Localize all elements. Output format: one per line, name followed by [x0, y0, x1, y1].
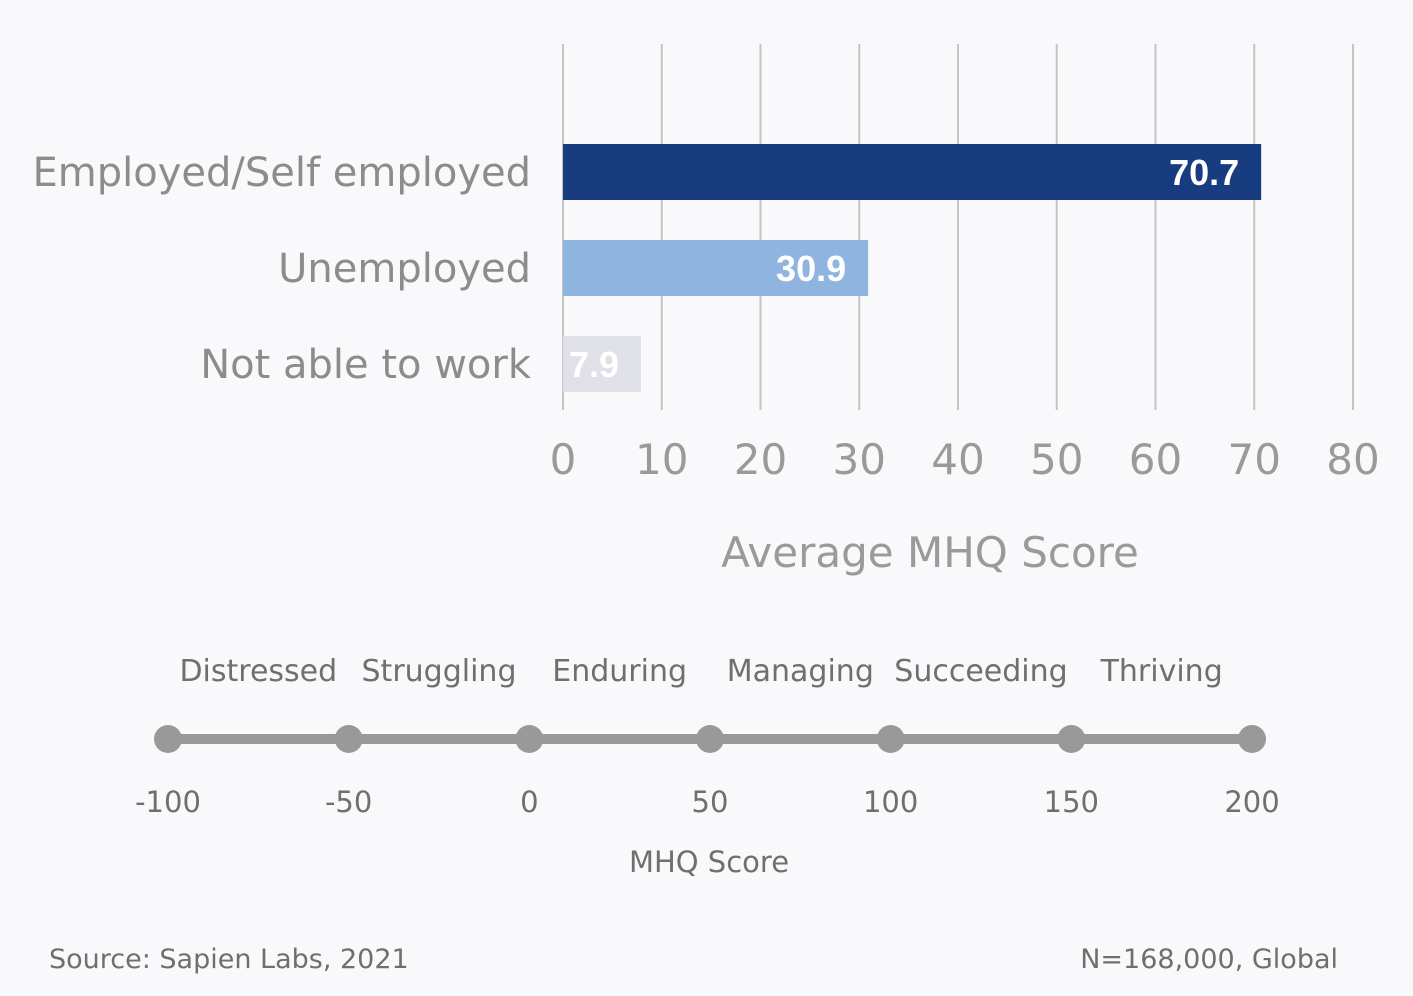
bar-chart-x-axis-title: Average MHQ Score [721, 528, 1139, 577]
x-tick-label-80: 80 [1326, 435, 1379, 484]
x-tick-label-0: 0 [550, 435, 577, 484]
scale-tick-labels: -100 -50 0 50 100 150 200 [135, 785, 1280, 819]
scale-point-5 [1057, 725, 1086, 753]
scale-tick-label-1: -50 [325, 785, 372, 819]
x-tick-label-20: 20 [734, 435, 787, 484]
scale-tick-label-2: 0 [520, 785, 538, 819]
scale-point-0 [154, 725, 182, 753]
bar-data-label-1: 30.9 [776, 248, 846, 289]
x-tick-label-70: 70 [1228, 435, 1281, 484]
scale-band-label-3: Managing [727, 654, 874, 689]
source-note: Source: Sapien Labs, 2021 [49, 944, 409, 975]
x-tick-label-30: 30 [833, 435, 886, 484]
scale-point-3 [696, 725, 724, 753]
category-label-1: Unemployed [278, 246, 531, 292]
scale-tick-label-0: -100 [135, 785, 201, 819]
x-tick-label-60: 60 [1129, 435, 1182, 484]
scale-tick-label-3: 50 [692, 785, 729, 819]
scale-axis [154, 725, 1266, 753]
scale-point-6 [1238, 725, 1266, 753]
bar-1 [563, 240, 869, 296]
bar-2 [563, 336, 642, 392]
scale-tick-label-6: 200 [1224, 785, 1279, 819]
sample-note: N=168,000, Global [1080, 944, 1338, 975]
bar-chart-category-labels: Employed/Self employed Unemployed Not able… [33, 150, 532, 388]
scale-point-1 [334, 725, 363, 753]
scale-band-label-4: Succeeding [894, 654, 1067, 689]
scale-band-label-1: Struggling [362, 654, 517, 689]
bar-data-label-2: 7.9 [569, 344, 619, 385]
scale-band-label-2: Enduring [552, 654, 687, 689]
scale-band-label-5: Thriving [1100, 654, 1223, 689]
scale-tick-label-5: 150 [1044, 785, 1099, 819]
bar-chart-bars: 70.7 30.9 7.9 [563, 144, 1262, 392]
bar-chart-gridlines [562, 44, 1354, 410]
scale-band-label-0: Distressed [179, 654, 337, 689]
scale-band-labels: Distressed Struggling Enduring Managing Succ… [179, 654, 1222, 689]
scale-axis-title: MHQ Score [629, 845, 789, 879]
x-tick-label-50: 50 [1030, 435, 1083, 484]
x-tick-label-40: 40 [931, 435, 984, 484]
scale-point-4 [876, 725, 905, 753]
bar-0 [563, 144, 1262, 200]
category-label-2: Not able to work [200, 342, 532, 388]
bar-chart-tick-labels: 0 10 20 30 40 50 60 70 80 [550, 435, 1380, 484]
scale-point-2 [515, 725, 544, 753]
x-tick-label-10: 10 [635, 435, 688, 484]
scale-tick-label-4: 100 [863, 785, 918, 819]
category-label-0: Employed/Self employed [33, 150, 532, 196]
bar-data-label-0: 70.7 [1169, 152, 1239, 193]
